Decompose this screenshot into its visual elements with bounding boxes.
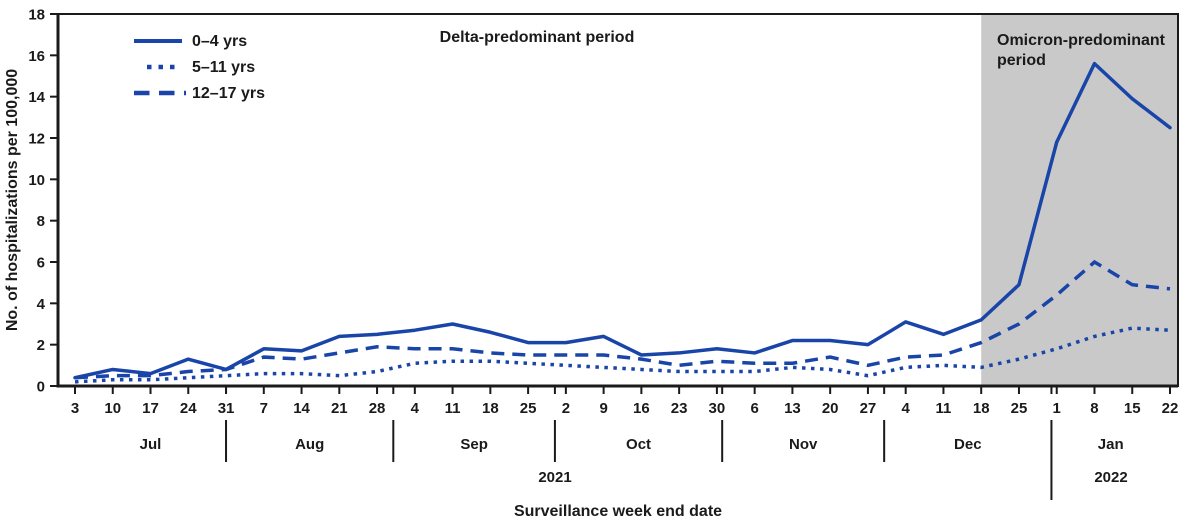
x-tick-label: 24	[180, 400, 197, 417]
x-tick-label: 25	[520, 400, 537, 417]
x-tick-label: 16	[633, 400, 650, 417]
omicron-period-annotation-line2: period	[997, 52, 1046, 69]
x-tick-label: 28	[369, 400, 386, 417]
y-tick-label: 18	[28, 7, 45, 24]
x-tick-label: 14	[293, 400, 310, 417]
x-tick-label: 21	[331, 400, 348, 417]
x-tick-label: 13	[784, 400, 801, 417]
month-label-jan: Jan	[1098, 436, 1124, 453]
month-label-nov: Nov	[789, 436, 818, 453]
legend-label-5-11-yrs: 5–11 yrs	[192, 59, 255, 76]
x-tick-label: 1	[1053, 400, 1061, 417]
x-tick-label: 22	[1162, 400, 1179, 417]
x-tick-label: 23	[671, 400, 688, 417]
x-tick-label: 15	[1124, 400, 1141, 417]
x-tick-label: 6	[750, 400, 758, 417]
omicron-shaded-region	[981, 15, 1177, 385]
y-tick-label: 2	[37, 337, 45, 354]
legend: 0–4 yrs 5–11 yrs 12–17 yrs	[134, 33, 265, 102]
omicron-shaded-region-layer	[981, 15, 1177, 385]
x-tick-label: 27	[860, 400, 877, 417]
year-label-2022: 2022	[1094, 469, 1127, 486]
y-axis-layer: 0 2 4 6 8 10 12 14 16 18	[28, 7, 58, 396]
y-tick-label: 6	[37, 255, 45, 272]
y-tick-label: 8	[37, 213, 45, 230]
x-tick-label: 18	[482, 400, 499, 417]
delta-period-annotation: Delta-predominant period	[440, 29, 635, 46]
x-tick-label: 4	[411, 400, 420, 417]
x-tick-label: 9	[599, 400, 607, 417]
x-tick-label: 18	[973, 400, 990, 417]
x-tick-label: 2	[562, 400, 570, 417]
month-label-sep: Sep	[460, 436, 488, 453]
x-tick-label: 30	[709, 400, 726, 417]
month-label-aug: Aug	[295, 436, 324, 453]
month-label-jul: Jul	[140, 436, 162, 453]
omicron-period-annotation-line1: Omicron-predominant	[997, 32, 1166, 49]
x-tick-label: 31	[218, 400, 235, 417]
y-axis-title: No. of hospitalizations per 100,000	[4, 69, 21, 331]
x-tick-label: 11	[445, 400, 461, 417]
data-series-layer	[73, 61, 1172, 384]
x-tick-label: 11	[936, 400, 952, 417]
y-tick-label: 10	[28, 172, 45, 189]
legend-label-0-4-yrs: 0–4 yrs	[192, 33, 247, 50]
x-tick-label: 20	[822, 400, 839, 417]
series-line-solid	[73, 61, 1172, 380]
series-line-dashed	[74, 259, 1171, 380]
y-tick-label: 14	[28, 89, 45, 106]
x-axis-title: Surveillance week end date	[514, 503, 722, 520]
y-tick-label: 0	[37, 379, 45, 396]
x-tick-label: 3	[71, 400, 79, 417]
y-tick-label: 12	[28, 131, 45, 148]
x-tick-label: 4	[902, 400, 911, 417]
year-label-2021: 2021	[538, 469, 571, 486]
y-tick-label: 4	[37, 296, 46, 313]
month-label-dec: Dec	[954, 436, 982, 453]
y-tick-label: 16	[28, 48, 45, 65]
legend-label-12-17-yrs: 12–17 yrs	[192, 85, 265, 102]
x-tick-label: 25	[1011, 400, 1028, 417]
x-tick-label: 17	[142, 400, 159, 417]
plot-frame-layer	[56, 13, 1179, 388]
x-tick-label: 10	[104, 400, 121, 417]
x-tick-label: 7	[260, 400, 268, 417]
series-line-dotted	[74, 326, 1171, 384]
month-label-oct: Oct	[626, 436, 651, 453]
x-axis-layer: 3 10 17 24 31 7 14 21 28 4 11 18 25 2 9 16 23 30 6 13 20 27 4 1…	[71, 386, 1179, 500]
x-tick-label: 8	[1090, 400, 1098, 417]
